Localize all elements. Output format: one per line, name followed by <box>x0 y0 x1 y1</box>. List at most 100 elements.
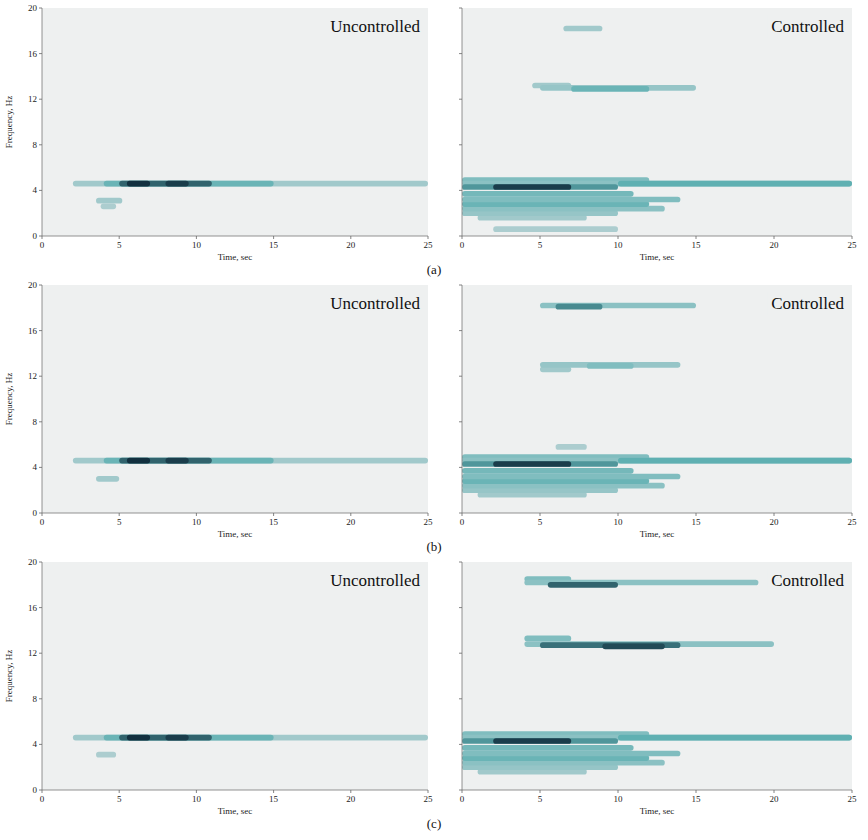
x-tick-label: 25 <box>848 794 858 804</box>
y-tick <box>39 790 42 791</box>
x-tick <box>273 513 274 516</box>
x-tick <box>428 236 429 239</box>
x-axis <box>462 513 852 514</box>
x-tick <box>196 236 197 239</box>
x-tick <box>540 790 541 793</box>
y-tick <box>459 8 462 9</box>
x-tick-label: 20 <box>346 240 356 250</box>
band <box>618 181 852 187</box>
panel-title: Uncontrolled <box>330 571 420 590</box>
x-tick-label: 20 <box>770 517 780 527</box>
band <box>618 735 852 741</box>
x-tick <box>852 236 853 239</box>
y-tick-label: 16 <box>28 49 38 59</box>
band <box>462 738 618 744</box>
row-label: (b) <box>426 539 441 554</box>
panel: 0510152025Time, secControlled <box>459 285 857 539</box>
x-tick <box>696 236 697 239</box>
row-label: (c) <box>427 816 441 831</box>
x-tick <box>852 513 853 516</box>
panel: 0510152025048121620Time, secFrequency, H… <box>4 3 433 262</box>
band <box>524 636 571 642</box>
y-axis-title: Frequency, Hz <box>4 650 14 702</box>
y-tick <box>459 144 462 145</box>
x-tick <box>852 790 853 793</box>
x-tick-label: 5 <box>117 517 122 527</box>
plot-background <box>42 562 428 790</box>
x-tick <box>774 236 775 239</box>
y-tick <box>39 236 42 237</box>
x-tick-label: 25 <box>424 517 434 527</box>
x-tick-label: 20 <box>346 517 356 527</box>
x-tick <box>42 236 43 239</box>
y-tick-label: 12 <box>28 371 37 381</box>
band <box>563 26 602 32</box>
x-tick <box>462 790 463 793</box>
y-tick <box>39 698 42 699</box>
y-tick <box>39 8 42 9</box>
band <box>96 476 119 482</box>
band <box>493 738 571 744</box>
bands <box>73 181 428 209</box>
x-tick <box>42 790 43 793</box>
x-tick-label: 5 <box>117 794 122 804</box>
x-tick-label: 10 <box>192 517 202 527</box>
band <box>127 181 150 187</box>
x-tick <box>428 790 429 793</box>
y-axis <box>42 8 43 236</box>
x-tick <box>273 236 274 239</box>
band <box>602 644 664 650</box>
y-tick <box>459 653 462 654</box>
x-axis-title: Time, sec <box>640 529 675 539</box>
x-tick <box>540 236 541 239</box>
x-tick-label: 20 <box>770 794 780 804</box>
band <box>548 582 618 588</box>
y-tick <box>39 421 42 422</box>
plot-background <box>462 562 852 790</box>
y-tick-label: 0 <box>33 231 38 241</box>
y-tick <box>459 285 462 286</box>
bands <box>462 303 852 498</box>
x-tick-label: 25 <box>424 240 434 250</box>
x-tick <box>428 513 429 516</box>
panel: 0510152025Time, secControlled <box>459 562 857 816</box>
x-tick <box>119 790 120 793</box>
y-tick <box>39 285 42 286</box>
y-axis <box>462 562 463 790</box>
x-tick-label: 10 <box>614 794 624 804</box>
y-axis-title: Frequency, Hz <box>4 373 14 425</box>
y-axis <box>462 8 463 236</box>
y-tick <box>459 513 462 514</box>
band <box>618 458 852 464</box>
panel: 0510152025Time, secControlled <box>459 8 857 262</box>
x-tick-label: 0 <box>40 794 45 804</box>
x-tick-label: 15 <box>269 517 279 527</box>
x-tick-label: 25 <box>848 517 858 527</box>
x-axis <box>462 236 852 237</box>
y-tick-label: 20 <box>28 557 38 567</box>
band <box>493 226 618 232</box>
x-tick <box>350 513 351 516</box>
y-axis <box>42 562 43 790</box>
x-tick-label: 5 <box>117 240 122 250</box>
band <box>119 181 212 187</box>
y-tick-label: 16 <box>28 326 38 336</box>
x-tick <box>618 236 619 239</box>
x-tick <box>350 790 351 793</box>
y-tick <box>459 467 462 468</box>
x-tick <box>350 236 351 239</box>
x-axis <box>42 513 428 514</box>
y-tick-label: 8 <box>33 694 38 704</box>
plot-background <box>462 8 852 236</box>
title-patch <box>767 569 848 592</box>
title-patch <box>767 15 848 38</box>
y-tick <box>459 236 462 237</box>
x-tick-label: 10 <box>192 240 202 250</box>
x-tick-label: 0 <box>460 517 465 527</box>
band <box>493 184 571 190</box>
y-tick-label: 16 <box>28 603 38 613</box>
x-tick-label: 15 <box>692 794 702 804</box>
x-axis <box>42 790 428 791</box>
band <box>166 181 189 187</box>
y-tick <box>39 53 42 54</box>
